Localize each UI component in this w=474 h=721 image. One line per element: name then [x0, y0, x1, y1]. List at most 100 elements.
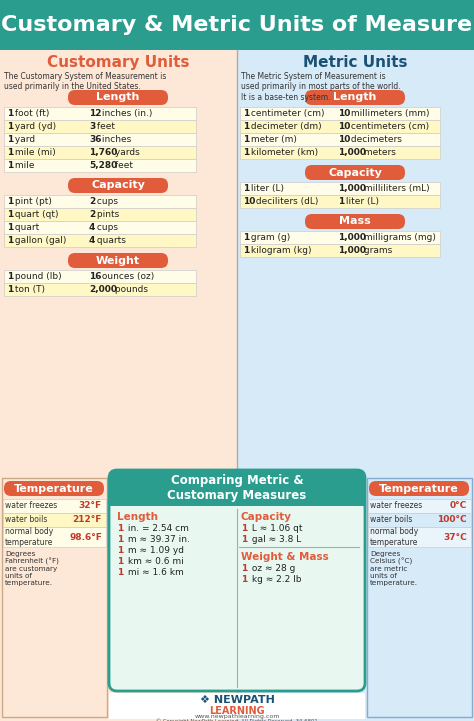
- Text: 1: 1: [243, 148, 249, 157]
- Text: mi ≈ 1.6 km: mi ≈ 1.6 km: [125, 568, 184, 577]
- Text: 1,760: 1,760: [89, 148, 118, 157]
- Text: Comparing Metric &
Customary Measures: Comparing Metric & Customary Measures: [167, 474, 307, 502]
- Text: 1: 1: [7, 210, 13, 219]
- Text: meters: meters: [362, 148, 396, 157]
- Bar: [4, 221, 196, 234]
- Text: milliliters (mL): milliliters (mL): [362, 184, 430, 193]
- FancyBboxPatch shape: [68, 178, 168, 193]
- Text: 3: 3: [89, 122, 95, 131]
- Text: mile (mi): mile (mi): [12, 148, 56, 157]
- Text: 5,280: 5,280: [89, 161, 117, 170]
- Bar: [109, 693, 365, 719]
- Text: yards: yards: [112, 148, 140, 157]
- FancyBboxPatch shape: [369, 481, 469, 496]
- Text: milligrams (mg): milligrams (mg): [362, 233, 437, 242]
- Text: quart: quart: [12, 223, 40, 232]
- Text: 4: 4: [89, 223, 95, 232]
- Text: The Metric System of Measurement is
used primarily in most parts of the world.
I: The Metric System of Measurement is used…: [241, 72, 401, 102]
- FancyBboxPatch shape: [109, 470, 365, 691]
- Text: 1: 1: [241, 524, 247, 533]
- Text: 1: 1: [7, 109, 13, 118]
- Bar: [0, 0, 474, 50]
- Text: 1: 1: [7, 236, 13, 245]
- Text: water freezes: water freezes: [370, 502, 422, 510]
- Bar: [237, 50, 474, 721]
- Bar: [240, 107, 440, 120]
- Text: mile: mile: [12, 161, 35, 170]
- Bar: [3, 499, 106, 513]
- Text: 1,000: 1,000: [338, 246, 366, 255]
- Text: www.newpathlearning.com: www.newpathlearning.com: [194, 714, 280, 719]
- Text: 1: 1: [241, 535, 247, 544]
- FancyBboxPatch shape: [109, 470, 365, 506]
- Text: 1: 1: [243, 233, 249, 242]
- Text: 1: 1: [241, 575, 247, 584]
- Text: Length: Length: [117, 512, 158, 522]
- Text: 1: 1: [117, 568, 123, 577]
- Text: 10: 10: [338, 122, 350, 131]
- Text: grams: grams: [362, 246, 393, 255]
- Bar: [3, 513, 106, 527]
- Bar: [368, 527, 471, 547]
- FancyBboxPatch shape: [305, 165, 405, 180]
- Text: Mass: Mass: [339, 216, 371, 226]
- Text: 37°C: 37°C: [443, 533, 467, 541]
- Text: gallon (gal): gallon (gal): [12, 236, 67, 245]
- Text: m ≈ 1.09 yd: m ≈ 1.09 yd: [125, 546, 184, 555]
- Bar: [4, 146, 196, 159]
- Text: gram (g): gram (g): [248, 233, 291, 242]
- Text: quart (qt): quart (qt): [12, 210, 59, 219]
- Text: 1,000: 1,000: [338, 233, 366, 242]
- Text: Degrees
Celsius (°C)
are metric
units of
temperature.: Degrees Celsius (°C) are metric units of…: [370, 551, 418, 586]
- Text: 1: 1: [7, 148, 13, 157]
- Text: kilometer (km): kilometer (km): [248, 148, 319, 157]
- Bar: [240, 244, 440, 257]
- Text: 0°C: 0°C: [450, 502, 467, 510]
- Text: Capacity: Capacity: [328, 167, 382, 177]
- Bar: [240, 182, 440, 195]
- Text: liter (L): liter (L): [248, 184, 284, 193]
- Text: normal body
temperature: normal body temperature: [370, 527, 419, 547]
- FancyBboxPatch shape: [4, 481, 104, 496]
- Text: pounds: pounds: [112, 285, 148, 294]
- Bar: [3, 527, 106, 547]
- Text: millimeters (mm): millimeters (mm): [348, 109, 429, 118]
- Bar: [4, 234, 196, 247]
- FancyBboxPatch shape: [305, 90, 405, 105]
- Bar: [4, 107, 196, 120]
- Text: 10: 10: [338, 135, 350, 144]
- Text: 1: 1: [243, 246, 249, 255]
- Bar: [109, 498, 365, 506]
- Text: yard: yard: [12, 135, 36, 144]
- Text: gal ≈ 3.8 L: gal ≈ 3.8 L: [249, 535, 301, 544]
- Text: 100°C: 100°C: [438, 516, 467, 524]
- Text: 32°F: 32°F: [79, 502, 102, 510]
- Bar: [367, 478, 472, 717]
- Text: LEARNING: LEARNING: [209, 706, 265, 716]
- Text: 1: 1: [117, 535, 123, 544]
- Text: pints: pints: [94, 210, 120, 219]
- Text: 1: 1: [117, 546, 123, 555]
- Bar: [4, 195, 196, 208]
- Bar: [2, 478, 107, 717]
- Text: 1: 1: [7, 135, 13, 144]
- Text: 16: 16: [89, 272, 101, 281]
- Text: 1,000: 1,000: [338, 148, 366, 157]
- Text: Weight: Weight: [96, 255, 140, 265]
- Text: 1: 1: [243, 122, 249, 131]
- Text: feet: feet: [94, 122, 116, 131]
- Text: Length: Length: [333, 92, 377, 102]
- Text: 10: 10: [243, 197, 255, 206]
- Text: in. = 2.54 cm: in. = 2.54 cm: [125, 524, 189, 533]
- Text: water freezes: water freezes: [5, 502, 57, 510]
- Text: cups: cups: [94, 197, 118, 206]
- Text: Capacity: Capacity: [241, 512, 292, 522]
- Bar: [240, 120, 440, 133]
- Text: quarts: quarts: [94, 236, 127, 245]
- Text: inches: inches: [99, 135, 131, 144]
- Text: ounces (oz): ounces (oz): [99, 272, 154, 281]
- Text: Length: Length: [96, 92, 140, 102]
- Text: 1: 1: [7, 272, 13, 281]
- Text: The Customary System of Measurement is
used primarily in the United States.: The Customary System of Measurement is u…: [4, 72, 166, 92]
- Bar: [240, 146, 440, 159]
